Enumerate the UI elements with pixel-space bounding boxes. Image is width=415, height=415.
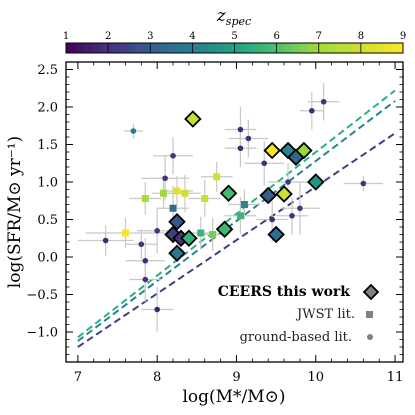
ground-circle-marker [320,98,327,105]
jwst-square-marker [240,201,248,208]
ground-circle-marker [102,237,109,244]
y-tick-label: 0.5 [37,213,58,228]
ceers-diamond-marker [184,110,202,128]
ground-circle-marker [162,175,168,182]
colorbar-ticks [65,43,404,53]
ground-circle-marker [309,107,315,114]
data-markers [102,98,367,313]
y-tick-label: −0.5 [26,288,58,303]
x-tick-label: 8 [153,370,161,385]
jwst-square-marker [169,204,177,212]
ceers-diamond-marker [168,212,186,231]
fit-line [77,100,396,342]
x-tick-label: 10 [308,370,325,385]
jwst-square-marker [121,229,129,237]
ground-circle-marker [142,276,149,283]
ceers-diamond-marker [215,220,234,239]
y-tick-labels: −1.0 −0.5 0.0 0.5 1.0 1.5 2.0 2.5 [26,63,58,341]
colorbar-tick-label: 2 [105,31,111,42]
ground-circle-marker [289,212,295,219]
colorbar-title: zspec [216,6,251,28]
fit-line [77,89,396,339]
ceers-diamond-marker [295,141,313,160]
x-axis-title: log(M*/M⊙) [182,387,285,407]
ground-circle-marker [297,205,303,212]
x-tick-label: 9 [232,370,240,385]
ground-circle-marker [130,128,137,134]
jwst-square-marker [197,229,205,237]
ground-circle-marker [142,257,149,264]
y-tick-label: 1.5 [37,138,58,153]
y-tick-label: −1.0 [26,326,58,341]
ceers-diamond-marker [267,225,285,244]
colorbar-tick-label: 8 [358,31,364,42]
legend-label-ceers: CEERS this work [218,284,351,300]
axis-ticks [66,62,403,362]
y-tick-label: 2.5 [37,63,58,78]
colorbar-tick-label: 3 [147,31,153,42]
y-tick-label: 2.0 [37,101,58,116]
ground-circle-marker [170,152,176,159]
ceers-diamond-marker [263,141,281,160]
ground-circle-marker [138,241,145,248]
y-axis-title: log(SFR/M⊙ yr⁻¹) [5,136,25,288]
jwst-square-marker [213,173,221,181]
legend-marker-square [366,311,373,318]
colorbar-tick-label: 4 [189,31,195,42]
ceers-diamond-marker [168,244,186,263]
ground-circle-marker [237,126,244,133]
plot-area: 7 8 9 10 11 −1.0 −0.5 0.0 0.5 1.0 1.5 2.0 2.5 [26,61,404,385]
colorbar-tick-labels: 1 2 3 4 5 6 7 8 9 [63,31,406,42]
jwst-square-marker [236,212,244,220]
legend-label-jwst: JWST lit. [295,307,355,322]
ground-circle-marker [269,216,275,223]
ground-circle-marker [154,306,160,313]
legend-marker-diamond [362,283,380,301]
y-tick-label: 0.0 [37,251,58,266]
ceers-diamond-marker [180,229,198,248]
colorbar-tick-label: 7 [316,31,322,42]
jwst-square-marker [141,195,149,202]
fit-line [77,132,396,348]
y-tick-label: 1.0 [37,176,58,191]
ground-circle-marker [154,227,160,234]
colorbar-tick-label: 9 [400,31,406,42]
colorbar-tick-label: 5 [231,31,237,42]
ground-circle-marker [261,160,268,167]
colorbar-tick-label: 6 [273,31,279,42]
legend-label-ground: ground-based lit. [240,330,352,345]
ceers-diamond-marker [275,185,293,203]
legend: CEERS this work JWST lit. ground-based l… [218,283,380,345]
colorbar: zspec 1 2 3 4 5 6 7 8 9 [63,6,406,54]
fit-lines [77,89,396,348]
jwst-square-marker [173,187,181,195]
jwst-square-marker [209,231,217,238]
colorbar-tick-label: 1 [63,31,69,42]
ceers-diamond-marker [259,186,277,205]
ceers-diamond-marker [219,184,238,203]
jwst-square-marker [201,195,209,202]
ground-circle-marker [245,135,252,142]
x-tick-label: 11 [387,370,404,385]
x-tick-labels: 7 8 9 10 11 [74,370,404,385]
ground-circle-marker [360,180,367,187]
ground-circle-marker [237,145,244,152]
jwst-square-marker [160,189,168,197]
ground-circle-marker [285,179,291,185]
x-tick-label: 7 [74,370,82,385]
ceers-diamond-marker [307,173,325,191]
legend-marker-circle [367,334,373,340]
jwst-square-marker [181,189,189,197]
